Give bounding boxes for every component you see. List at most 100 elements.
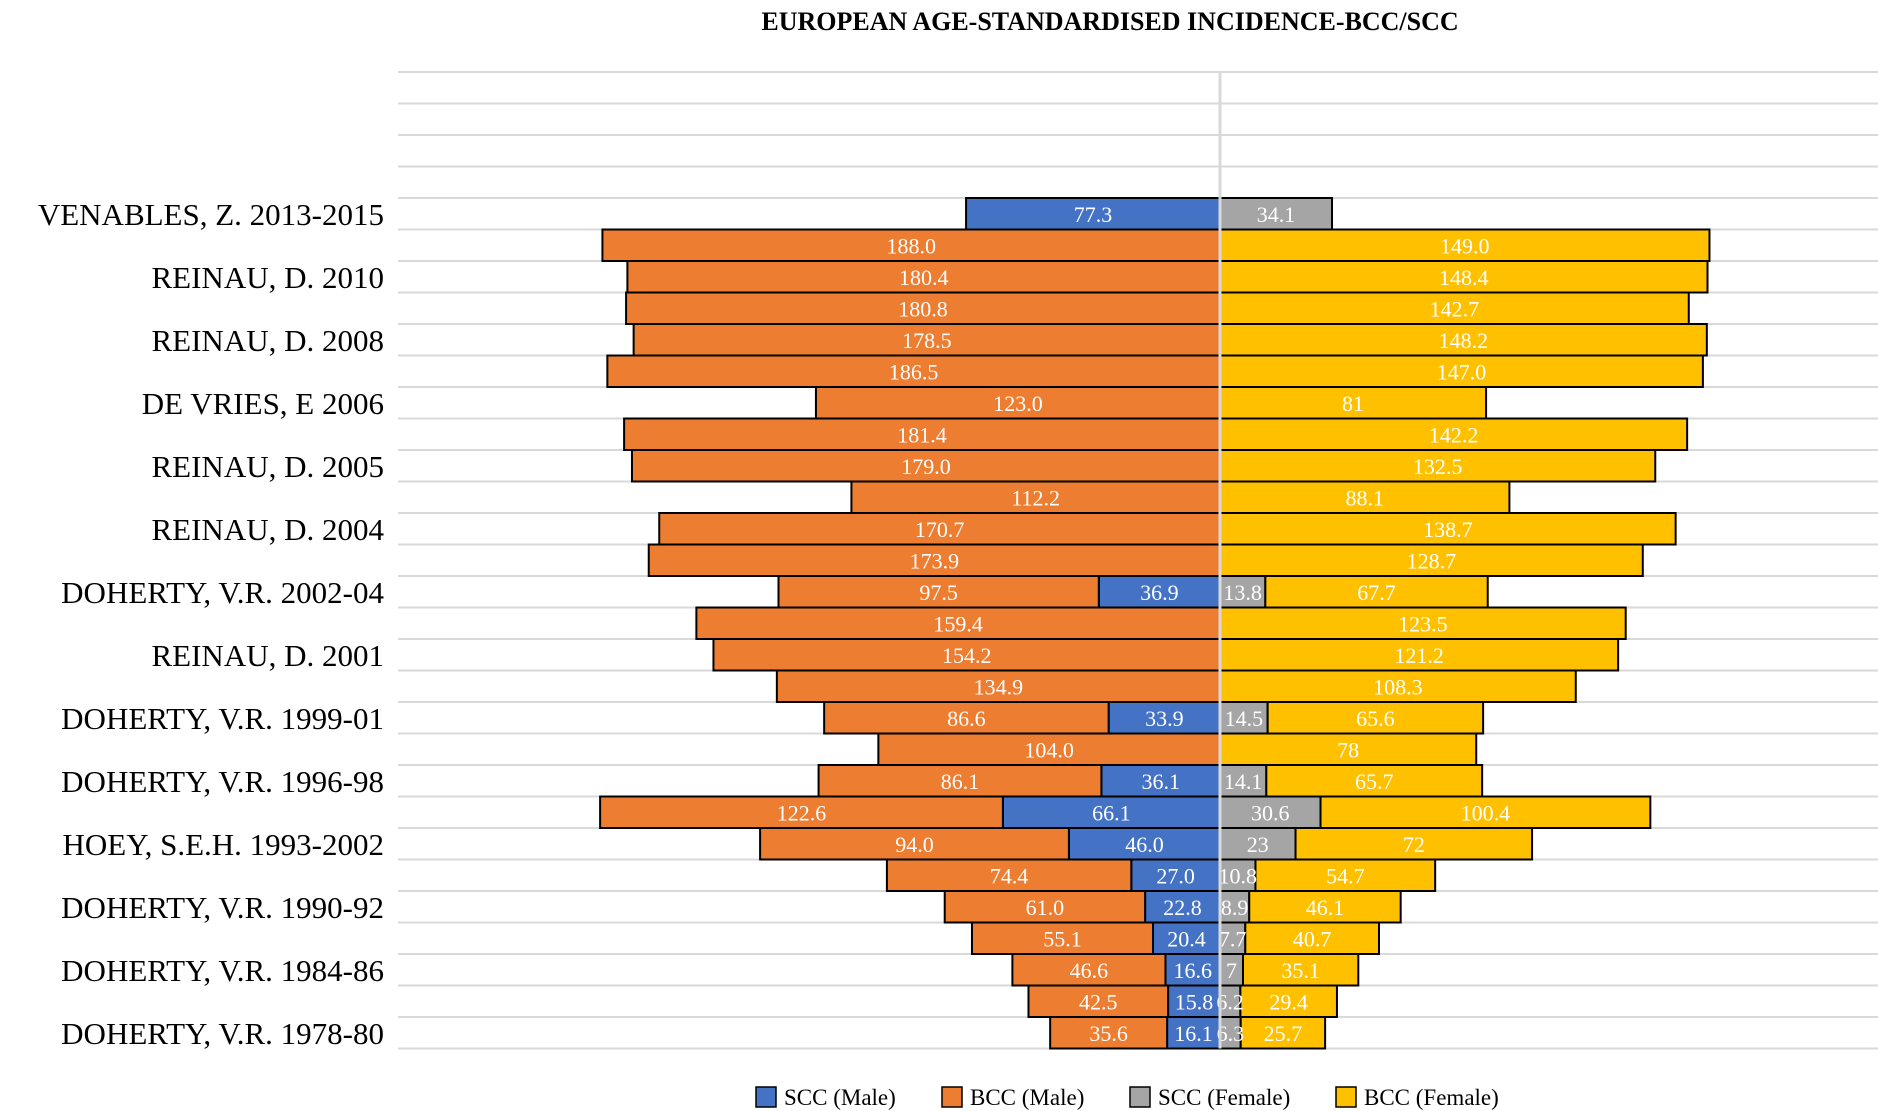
- bar-bcc-male: [1027, 984, 1170, 1018]
- data-label-bcc-male: 178.5: [902, 328, 952, 353]
- data-label-scc-male: 66.1: [1092, 800, 1131, 825]
- bar-bcc-male: [625, 291, 1221, 325]
- bar-bcc-female: [1219, 417, 1689, 451]
- category-label: REINAU, D. 2010: [152, 260, 385, 295]
- data-label-bcc-female: 78: [1337, 737, 1359, 762]
- data-label-bcc-male: 154.2: [942, 643, 992, 668]
- bar-bcc-female: [1254, 858, 1437, 892]
- bar-bcc-female: [1219, 512, 1677, 546]
- data-label-scc-male: 16.6: [1173, 958, 1212, 983]
- category-label: REINAU, D. 2001: [152, 638, 385, 673]
- bar-bcc-female: [1219, 354, 1704, 388]
- bar-bcc-male: [630, 449, 1221, 483]
- data-label-scc-male: 36.1: [1141, 769, 1180, 794]
- bar-bcc-female: [1219, 449, 1657, 483]
- bar-bcc-female: [1219, 386, 1488, 420]
- bar-bcc-male: [943, 890, 1147, 924]
- legend-label: BCC (Male): [970, 1085, 1084, 1110]
- data-label-scc-male: 46.0: [1125, 832, 1164, 857]
- legend-label: SCC (Male): [784, 1085, 896, 1110]
- legend-swatch: [1129, 1086, 1151, 1108]
- bar-bcc-female: [1219, 669, 1577, 703]
- data-label-bcc-female: 29.4: [1269, 989, 1308, 1014]
- category-label: DE VRIES, E 2006: [142, 386, 384, 421]
- data-label-scc-female: 7: [1226, 958, 1237, 983]
- data-label-scc-male: 15.8: [1175, 989, 1214, 1014]
- data-label-bcc-male: 122.6: [777, 800, 827, 825]
- data-label-bcc-female: 147.0: [1437, 359, 1487, 384]
- data-label-bcc-female: 128.7: [1407, 548, 1457, 573]
- bar-bcc-male: [759, 827, 1070, 861]
- data-label-bcc-female: 25.7: [1264, 1021, 1303, 1046]
- legend-swatch: [941, 1086, 963, 1108]
- bars-group: 77.3 34.1 188.0 149.0 180.4 148.4 180.8 142.7 17…: [599, 197, 1711, 1050]
- legend: SCC (Male) BCC (Male) SCC (Female) BCC (Fem…: [755, 1085, 1499, 1110]
- bar-scc-male: [1166, 1016, 1221, 1050]
- legend-label: SCC (Female): [1158, 1085, 1290, 1110]
- legend-label: BCC (Female): [1364, 1085, 1499, 1110]
- data-label-scc-male: 77.3: [1074, 202, 1113, 227]
- data-label-scc-female: 34.1: [1257, 202, 1296, 227]
- bar-bcc-male: [658, 512, 1221, 546]
- data-label-bcc-female: 46.1: [1306, 895, 1345, 920]
- bar-bcc-male: [1049, 1016, 1169, 1050]
- category-label: HOEY, S.E.H. 1993-2002: [63, 827, 385, 862]
- data-label-bcc-male: 173.9: [910, 548, 960, 573]
- data-label-bcc-male: 55.1: [1043, 926, 1082, 951]
- data-label-scc-female: 13.8: [1223, 580, 1262, 605]
- data-label-bcc-male: 186.5: [889, 359, 939, 384]
- data-label-scc-female: 8.9: [1221, 895, 1249, 920]
- bar-bcc-female: [1319, 795, 1652, 829]
- data-label-scc-male: 20.4: [1167, 926, 1206, 951]
- data-label-bcc-female: 54.7: [1326, 863, 1365, 888]
- bar-bcc-female: [1265, 764, 1484, 798]
- data-label-bcc-male: 188.0: [886, 233, 936, 258]
- data-label-bcc-female: 100.4: [1461, 800, 1511, 825]
- data-label-bcc-female: 40.7: [1293, 926, 1332, 951]
- data-label-bcc-male: 35.6: [1089, 1021, 1128, 1046]
- data-label-bcc-male: 134.9: [974, 674, 1024, 699]
- data-label-bcc-male: 86.6: [947, 706, 986, 731]
- category-label: DOHERTY, V.R. 1990-92: [61, 890, 384, 925]
- category-label: DOHERTY, V.R. 1999-01: [61, 701, 384, 736]
- data-label-bcc-female: 88.1: [1345, 485, 1384, 510]
- data-label-bcc-male: 180.4: [899, 265, 949, 290]
- data-label-bcc-male: 112.2: [1011, 485, 1060, 510]
- data-label-scc-male: 22.8: [1163, 895, 1202, 920]
- legend-swatch: [755, 1086, 777, 1108]
- bar-bcc-male: [823, 701, 1110, 735]
- data-label-scc-male: 27.0: [1156, 863, 1195, 888]
- bar-bcc-male: [877, 732, 1221, 766]
- bar-bcc-female: [1219, 638, 1620, 672]
- bar-bcc-female: [1239, 1016, 1327, 1050]
- data-label-bcc-female: 142.7: [1430, 296, 1480, 321]
- data-label-scc-male: 33.9: [1145, 706, 1184, 731]
- bar-bcc-male: [970, 921, 1154, 955]
- data-label-scc-male: 36.9: [1140, 580, 1179, 605]
- data-label-bcc-female: 142.2: [1429, 422, 1479, 447]
- category-label: REINAU, D. 2004: [152, 512, 385, 547]
- category-label: DOHERTY, V.R. 2002-04: [61, 575, 384, 610]
- data-label-bcc-female: 72: [1403, 832, 1425, 857]
- data-label-bcc-female: 138.7: [1423, 517, 1473, 542]
- bar-bcc-female: [1266, 701, 1485, 735]
- chart-title: EUROPEAN AGE-STANDARDISED INCIDENCE-BCC/…: [761, 7, 1458, 36]
- data-label-bcc-female: 148.4: [1439, 265, 1489, 290]
- bar-bcc-male: [606, 354, 1221, 388]
- bar-bcc-male: [817, 764, 1103, 798]
- data-label-bcc-male: 170.7: [915, 517, 965, 542]
- category-labels: VENABLES, Z. 2013-2015 REINAU, D. 2010 REI…: [38, 197, 385, 1051]
- data-label-bcc-female: 123.5: [1398, 611, 1448, 636]
- data-label-bcc-female: 67.7: [1357, 580, 1396, 605]
- data-label-scc-female: 23: [1247, 832, 1269, 857]
- bar-bcc-male: [599, 795, 1004, 829]
- data-label-bcc-female: 35.1: [1281, 958, 1320, 983]
- data-label-bcc-female: 132.5: [1413, 454, 1463, 479]
- category-label: DOHERTY, V.R. 1978-80: [61, 1016, 384, 1051]
- bar-bcc-female: [1239, 984, 1338, 1018]
- data-label-scc-male: 16.1: [1174, 1021, 1213, 1046]
- data-label-bcc-male: 74.4: [990, 863, 1029, 888]
- legend-swatch: [1335, 1086, 1357, 1108]
- bar-bcc-female: [1219, 260, 1709, 294]
